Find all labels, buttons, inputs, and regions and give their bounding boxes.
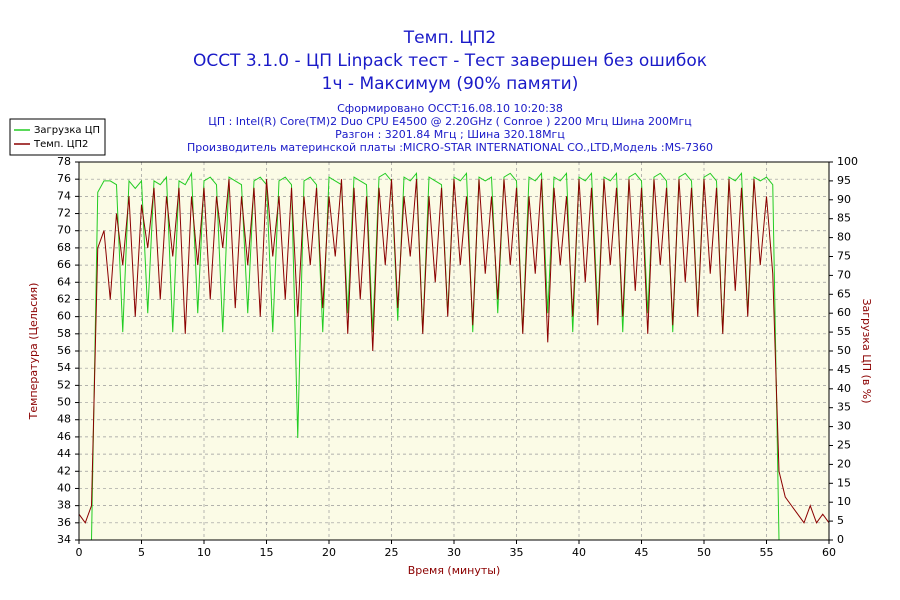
x-tick-label: 5 xyxy=(138,546,145,559)
y2-tick-label: 10 xyxy=(837,495,851,508)
y2-tick-label: 40 xyxy=(837,382,851,395)
annotation: ЦП : Intel(R) Core(TM)2 Duo CPU E4500 @ … xyxy=(208,115,691,128)
y-tick-label: 60 xyxy=(57,310,71,323)
x-tick-label: 50 xyxy=(697,546,711,559)
x-tick-label: 40 xyxy=(572,546,586,559)
y-tick-label: 40 xyxy=(57,481,71,494)
chart-subtitle: 1ч - Максимум (90% памяти) xyxy=(322,74,579,94)
annotation: Производитель материнской платы :MICRO-S… xyxy=(187,141,713,154)
y2-tick-label: 80 xyxy=(837,231,851,244)
x-tick-label: 30 xyxy=(447,546,461,559)
x-tick-label: 60 xyxy=(822,546,836,559)
y-tick-label: 44 xyxy=(57,447,71,460)
legend-label: Темп. ЦП2 xyxy=(33,139,88,150)
y-tick-label: 42 xyxy=(57,464,71,477)
legend xyxy=(9,118,106,156)
y-tick-label: 78 xyxy=(57,155,71,168)
chart-subtitle: OCCT 3.1.0 - ЦП Linpack тест - Тест заве… xyxy=(193,51,707,71)
y2-tick-label: 70 xyxy=(837,268,851,281)
x-tick-label: 35 xyxy=(510,546,524,559)
x-tick-label: 25 xyxy=(385,546,399,559)
y-tick-label: 76 xyxy=(57,172,71,185)
y-tick-label: 46 xyxy=(57,430,71,443)
y2-tick-label: 0 xyxy=(837,533,844,546)
y2-tick-label: 5 xyxy=(837,514,844,527)
y2-tick-label: 20 xyxy=(837,457,851,470)
plot-border xyxy=(78,161,830,541)
y2-tick-label: 30 xyxy=(837,420,851,433)
y-tick-label: 64 xyxy=(57,275,71,288)
y2-tick-label: 65 xyxy=(837,287,851,300)
y2-tick-label: 35 xyxy=(837,401,851,414)
y2-tick-label: 55 xyxy=(837,325,851,338)
x-tick-label: 45 xyxy=(635,546,649,559)
y-tick-label: 36 xyxy=(57,516,71,529)
y-tick-label: 56 xyxy=(57,344,71,357)
x-tick-label: 55 xyxy=(760,546,774,559)
chart-title: Темп. ЦП2 xyxy=(403,28,496,48)
y-tick-label: 50 xyxy=(57,396,71,409)
x-tick-label: 15 xyxy=(260,546,274,559)
y-tick-label: 52 xyxy=(57,378,71,391)
annotation: Сформировано OCCT:16.08.10 10:20:38 xyxy=(337,102,563,115)
series-line xyxy=(79,171,829,541)
legend-label: Загрузка ЦП xyxy=(34,125,100,136)
x-tick-label: 0 xyxy=(76,546,83,559)
y-tick-label: 54 xyxy=(57,361,71,374)
y2-tick-label: 100 xyxy=(837,155,858,168)
y2-tick-label: 75 xyxy=(837,250,851,263)
y2-tick-label: 90 xyxy=(837,193,851,206)
y2-tick-label: 15 xyxy=(837,476,851,489)
y-tick-label: 62 xyxy=(57,292,71,305)
y-tick-label: 58 xyxy=(57,327,71,340)
y2-tick-label: 85 xyxy=(837,212,851,225)
y-tick-label: 68 xyxy=(57,241,71,254)
y2-tick-label: 60 xyxy=(837,306,851,319)
annotation: Разгон : 3201.84 Мгц ; Шина 320.18Мгц xyxy=(335,128,565,141)
y2-axis-label: Загрузка ЦП (в %) xyxy=(860,298,873,403)
x-tick-label: 10 xyxy=(197,546,211,559)
y-tick-label: 72 xyxy=(57,207,71,220)
y-tick-label: 38 xyxy=(57,499,71,512)
y2-tick-label: 50 xyxy=(837,344,851,357)
y-tick-label: 48 xyxy=(57,413,71,426)
y-tick-label: 70 xyxy=(57,224,71,237)
x-axis-label: Время (минуты) xyxy=(408,564,501,577)
x-tick-label: 20 xyxy=(322,546,336,559)
y-tick-label: 74 xyxy=(57,189,71,202)
y2-tick-label: 95 xyxy=(837,174,851,187)
y-tick-label: 66 xyxy=(57,258,71,271)
y2-tick-label: 25 xyxy=(837,439,851,452)
y-axis-label: Температура (Цельсия) xyxy=(27,283,40,421)
series-line xyxy=(78,179,830,524)
y2-tick-label: 45 xyxy=(837,363,851,376)
y-tick-label: 34 xyxy=(57,533,71,546)
